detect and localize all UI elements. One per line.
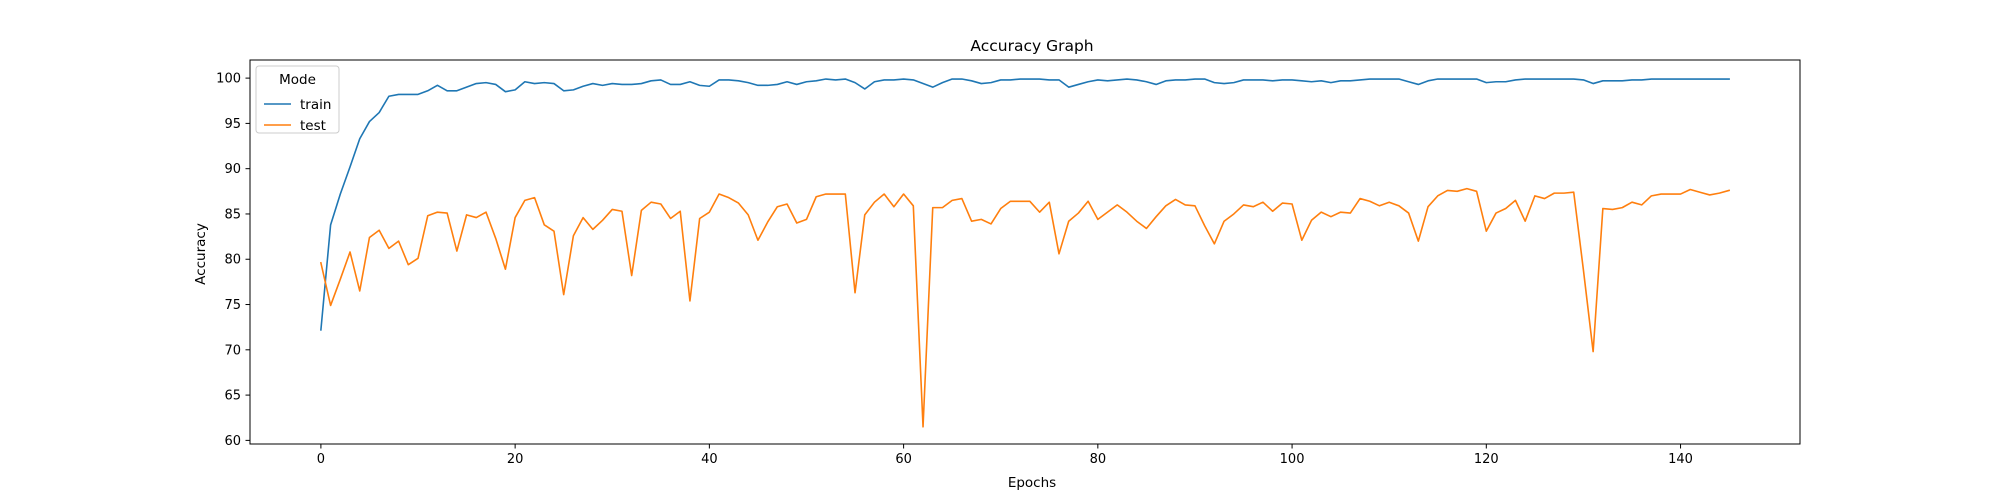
x-tick-label: 60 — [895, 452, 912, 467]
series-line-test — [319, 187, 1731, 428]
y-tick-label: 65 — [224, 389, 241, 404]
x-tick-label: 0 — [317, 452, 325, 467]
x-tick-label: 20 — [507, 452, 524, 467]
x-tick-label: 120 — [1474, 452, 1499, 467]
y-tick-label: 90 — [224, 162, 241, 177]
y-tick-label: 85 — [224, 207, 241, 222]
y-tick-label: 95 — [224, 117, 241, 132]
y-tick-label: 60 — [224, 434, 241, 449]
legend-label-test: test — [300, 118, 326, 134]
series-line-train — [320, 78, 1730, 331]
x-tick-label: 40 — [701, 452, 718, 467]
x-tick-label: 140 — [1668, 452, 1693, 467]
y-tick-label: 100 — [216, 72, 241, 87]
legend-box — [255, 65, 340, 134]
y-tick-label: 70 — [224, 343, 241, 358]
legend: Mode train test — [255, 65, 340, 134]
x-axis-label: Epochs — [1008, 475, 1056, 491]
plot-area: 0 20 40 60 80 100 120 140 60 65 70 75 80 85 90 95 100 — [216, 59, 1801, 467]
axes-frame — [249, 59, 1801, 445]
y-tick-label: 75 — [224, 298, 241, 313]
legend-label-train: train — [300, 97, 331, 113]
y-axis-label: Accuracy — [193, 223, 209, 285]
x-tick-label: 80 — [1090, 452, 1107, 467]
x-tick-label: 100 — [1280, 452, 1305, 467]
chart-title: Accuracy Graph — [970, 37, 1093, 55]
y-tick-label: 80 — [224, 253, 241, 268]
legend-title: Mode — [279, 72, 316, 88]
